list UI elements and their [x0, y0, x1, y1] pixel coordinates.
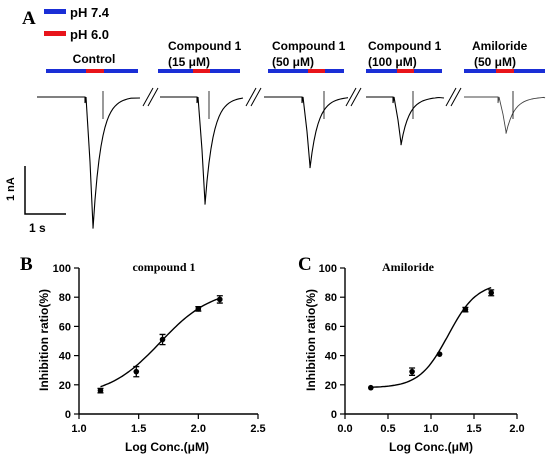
x-tick-label: 2.0	[191, 423, 206, 435]
x-tick-label: 1.0	[423, 423, 438, 435]
y-tick-label: 60	[59, 321, 71, 333]
x-tick-label: 0.0	[337, 423, 352, 435]
chart-b-plot: 0 20 40 60 80 100 1.0 1.5 2.0 2.5	[53, 263, 266, 435]
y-tick-label: 40	[325, 351, 337, 363]
data-point-0	[368, 384, 374, 391]
fit-curve	[100, 297, 221, 388]
ph60-pulse-3	[397, 69, 414, 73]
legend-label-ph74: pH 7.4	[70, 5, 110, 20]
current-trace-3	[366, 96, 445, 146]
data-point-3	[462, 306, 469, 313]
break-mark-2	[245, 87, 262, 107]
y-tick-label: 80	[59, 292, 71, 304]
legend-swatch-ph74	[44, 9, 66, 14]
data-point-4	[488, 290, 495, 296]
chart-c-y-axis-label: Inhibition ratio(%)	[304, 289, 318, 391]
y-tick-label: 60	[325, 321, 337, 333]
condition-label-c50-conc: (50 μM)	[272, 55, 314, 69]
x-tick-label: 2.0	[509, 423, 524, 435]
current-trace-4	[464, 96, 546, 134]
condition-label-c15-conc: (15 μM)	[168, 55, 210, 69]
y-tick-label: 100	[319, 263, 337, 275]
panel-a-letter: A	[22, 8, 36, 29]
chart-c-title: Amiloride	[382, 260, 435, 274]
x-tick-label: 2.5	[250, 423, 265, 435]
condition-label-control: Control	[73, 52, 116, 66]
ph60-pulse-4	[496, 69, 514, 73]
break-mark-4	[445, 87, 462, 107]
data-point-2	[436, 351, 443, 357]
legend-swatch-ph60	[44, 31, 66, 36]
scale-bar-current-label: 1 nA	[5, 177, 17, 201]
x-tick-label: 1.5	[466, 423, 481, 435]
x-tick-label: 1.5	[131, 423, 146, 435]
condition-label-amiloride-conc: (50 μM)	[474, 55, 516, 69]
condition-label-amiloride: Amiloride	[472, 39, 528, 53]
solution-legend: pH 7.4 pH 6.0	[44, 5, 110, 42]
data-point-2	[159, 336, 166, 343]
break-mark-1	[142, 87, 159, 107]
scale-bar-lines	[24, 166, 66, 215]
condition-label-c15: Compound 1	[168, 39, 242, 53]
scale-bar-time-label: 1 s	[29, 221, 46, 235]
current-trace-1	[160, 96, 244, 205]
chart-b-y-axis-label: Inhibition ratio(%)	[37, 289, 51, 391]
application-bars	[46, 69, 545, 73]
y-tick-label: 100	[53, 263, 71, 275]
chart-c-plot: 0 20 40 60 80 100 0.0 0.5 1.0 1.5 2.0	[319, 263, 525, 435]
y-tick-label: 40	[59, 351, 71, 363]
ph60-pulse-2	[308, 69, 325, 73]
x-tick-label: 0.5	[380, 423, 395, 435]
current-trace-2	[264, 96, 349, 169]
chart-b-title: compound 1	[132, 260, 195, 274]
panel-c: C Amiloride Inhibition ratio(%) Log Conc…	[298, 254, 525, 454]
panel-a: A pH 7.4 pH 6.0 Control Compound 1 (15 μ…	[5, 5, 546, 235]
y-tick-label: 20	[59, 380, 71, 392]
legend-label-ph60: pH 6.0	[70, 27, 109, 42]
data-point-0	[97, 387, 104, 394]
ph60-pulse-0	[86, 69, 104, 73]
chart-b-x-axis-label: Log Conc.(μM)	[125, 440, 209, 454]
y-tick-label: 0	[331, 409, 337, 421]
condition-label-c100-conc: (100 μM)	[368, 55, 417, 69]
condition-label-c100: Compound 1	[368, 39, 442, 53]
data-point-4	[217, 296, 223, 303]
current-trace-0	[37, 96, 141, 229]
chart-c-x-axis-label: Log Conc.(μM)	[389, 440, 473, 454]
x-tick-label: 1.0	[71, 423, 86, 435]
data-point-1	[133, 368, 140, 375]
ph60-pulse-1	[193, 69, 210, 73]
break-mark-3	[345, 87, 362, 107]
panel-c-letter: C	[298, 254, 312, 275]
panel-b-letter: B	[20, 254, 33, 275]
fit-curve	[370, 286, 492, 388]
ph74-bar-2	[268, 69, 344, 73]
current-traces	[37, 91, 546, 229]
y-tick-label: 0	[65, 409, 71, 421]
y-tick-label: 80	[325, 292, 337, 304]
data-point-1	[409, 368, 415, 375]
y-tick-label: 20	[325, 380, 337, 392]
trace-breaks	[142, 87, 462, 107]
data-point-3	[195, 306, 202, 312]
panel-b: B compound 1 Inhibition ratio(%) Log Con…	[20, 254, 266, 454]
condition-label-c50: Compound 1	[272, 39, 346, 53]
scale-bar: 1 nA 1 s	[5, 166, 66, 235]
